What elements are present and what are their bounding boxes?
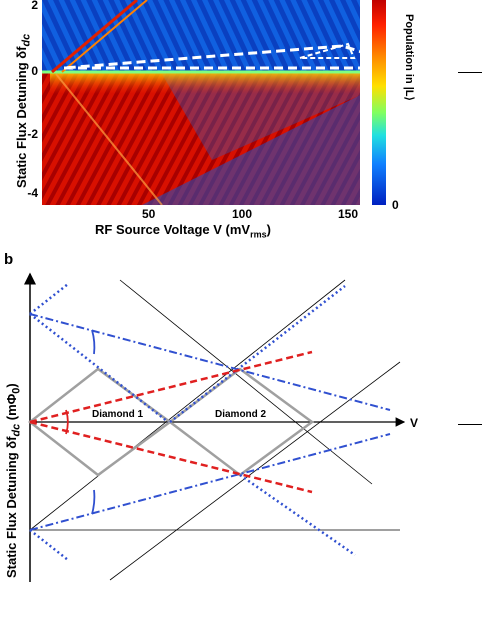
lower-diagonal: [55, 73, 163, 205]
diamond-2: [167, 367, 315, 477]
diamond-2-label: Diamond 2: [215, 409, 267, 420]
right-marker-2: [458, 424, 482, 425]
blue-dotted-2: [29, 313, 169, 423]
angle-arc-bottom: [91, 489, 96, 515]
blue-region: [42, 0, 360, 72]
blue-dotted-5: [239, 473, 356, 557]
black-diagonal-1: [119, 279, 373, 485]
heatmap-svg: [42, 0, 360, 205]
yellow-band: [50, 72, 360, 94]
x-tick-50: 50: [142, 207, 156, 221]
black-diagonal-3: [29, 279, 346, 531]
diamond-1-label: Diamond 1: [92, 409, 144, 420]
x-tick-100: 100: [232, 207, 253, 221]
upper-diagonal-2: [61, 0, 148, 73]
y-tick-minus2: -2: [27, 127, 38, 141]
upper-diagonal-1: [51, 0, 138, 74]
red-dashed-2: [29, 420, 313, 494]
colorbar: [372, 0, 386, 205]
dashed-outline-2: [299, 42, 356, 59]
colorbar-min-label: 0: [392, 198, 399, 212]
blue-dotted-3: [29, 529, 69, 561]
colorbar-label: Population in |L⟩: [403, 14, 415, 101]
population-heatmap: [42, 0, 360, 205]
y-tick-minus4: -4: [27, 186, 38, 200]
blue-wedge: [162, 74, 360, 160]
angle-arc-top: [91, 329, 96, 355]
panel-a-x-label: RF Source Voltage V (mVrms): [95, 222, 271, 240]
blue-triangle: [142, 95, 360, 205]
red-dashed-1: [29, 350, 313, 424]
blue-dotted-4: [169, 285, 346, 423]
panel-b-letter: b: [4, 251, 14, 268]
diamond-diagram: Diamond 1 Diamond 2 V: [24, 272, 418, 582]
blue-dashdot-1: [29, 313, 391, 411]
x-tick-150: 150: [338, 207, 359, 221]
panel-a-y-label: Static Flux Detuning δfdc: [14, 33, 33, 188]
v-axis-label: V: [410, 416, 418, 430]
dashed-outline-1: [63, 44, 360, 70]
black-diagonal-2: [109, 361, 401, 581]
blue-dashdot-2: [29, 433, 391, 531]
blue-dotted-1: [29, 283, 69, 315]
right-marker-1: [458, 72, 482, 73]
angle-arc-center: [65, 409, 69, 435]
y-tick-0: 0: [31, 64, 38, 78]
y-tick-2: 2: [31, 0, 38, 12]
